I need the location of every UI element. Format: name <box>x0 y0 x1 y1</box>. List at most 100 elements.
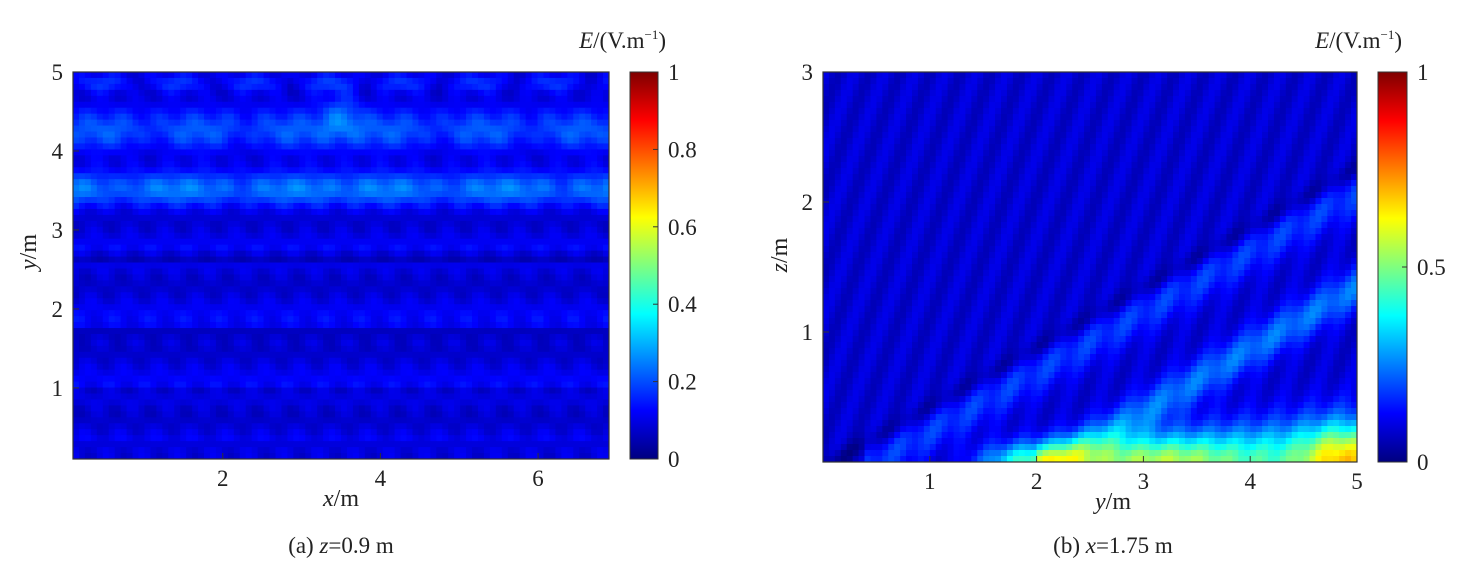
heat-cell <box>233 167 241 174</box>
heat-cell <box>281 274 288 281</box>
heat-cell <box>275 155 283 162</box>
heat-cell <box>209 197 217 204</box>
heat-cell <box>251 95 259 103</box>
heat-cell <box>412 298 420 305</box>
heat-cell <box>293 113 300 121</box>
heat-cell <box>358 369 366 377</box>
heat-cell <box>180 238 187 246</box>
heat-cell <box>382 226 390 234</box>
heat-cell <box>102 381 110 389</box>
heat-cell <box>90 339 98 347</box>
heat-cell <box>466 387 473 395</box>
heat-cell <box>323 167 330 174</box>
heat-cell <box>132 77 140 85</box>
heat-cell <box>460 310 467 317</box>
heat-cell <box>543 292 551 299</box>
heat-cell <box>84 304 92 311</box>
heat-cell <box>549 351 556 359</box>
heat-cell <box>597 357 604 365</box>
heat-cell <box>150 256 157 264</box>
heat-cell <box>90 107 98 115</box>
heat-cell <box>192 220 199 228</box>
heat-cell <box>591 357 598 365</box>
heat-cell <box>144 339 152 347</box>
heat-cell <box>525 119 533 127</box>
heat-cell <box>198 286 205 293</box>
heat-cell <box>525 185 533 192</box>
heat-cell <box>198 137 205 145</box>
heat-cell <box>436 220 443 228</box>
heat-cell <box>352 393 360 401</box>
heat-cell <box>477 333 485 341</box>
heat-cell <box>209 101 217 109</box>
heat-cell <box>418 339 425 347</box>
heat-cell <box>114 375 122 383</box>
heat-cell <box>579 155 586 162</box>
heat-cell <box>352 292 360 299</box>
heat-cell <box>394 244 402 252</box>
heat-cell <box>186 322 193 329</box>
heat-cell <box>317 119 324 127</box>
heat-cell <box>352 244 360 252</box>
heat-cell <box>507 107 515 115</box>
heat-cell <box>555 226 562 234</box>
heat-cell <box>227 322 235 329</box>
heat-cell <box>168 125 175 133</box>
heat-cell <box>400 339 408 347</box>
heat-cell <box>531 286 539 293</box>
heat-cell <box>454 72 461 79</box>
heat-cell <box>239 280 247 287</box>
heat-cell <box>489 197 497 204</box>
heat-cell <box>108 173 116 180</box>
heat-cell <box>73 95 80 103</box>
heat-cell <box>436 328 443 335</box>
heat-cell <box>412 89 420 97</box>
heat-cell <box>305 274 312 281</box>
heat-cell <box>501 274 509 281</box>
heat-cell <box>591 220 598 228</box>
heat-cell <box>305 316 312 323</box>
heat-cell <box>442 113 449 121</box>
heat-cell <box>329 339 336 347</box>
heat-cell <box>358 238 366 246</box>
heat-cell <box>144 328 152 335</box>
heat-cell <box>495 226 503 234</box>
heat-cell <box>394 149 402 156</box>
heat-cell <box>227 208 235 216</box>
heat-cell <box>156 113 163 121</box>
heat-cell <box>346 369 354 377</box>
heat-cell <box>454 280 461 287</box>
heat-cell <box>245 369 253 377</box>
heat-cell <box>352 137 360 145</box>
heat-cell <box>108 101 116 109</box>
heat-cell <box>352 280 360 287</box>
heat-cell <box>507 280 515 287</box>
heat-cell <box>436 125 443 133</box>
heat-cell <box>323 95 330 103</box>
heat-cell <box>245 143 253 150</box>
heat-cell <box>90 149 98 156</box>
heat-cell <box>150 149 157 156</box>
heat-cell <box>287 113 294 121</box>
heat-cell <box>555 131 562 139</box>
heat-cell <box>78 214 86 222</box>
heat-cell <box>102 83 110 91</box>
heat-cell <box>585 244 592 252</box>
heat-cell <box>305 155 312 162</box>
heat-cell <box>591 167 598 174</box>
heat-cell <box>221 149 229 156</box>
heat-cell <box>519 137 527 145</box>
heat-cell <box>96 256 104 264</box>
heat-cell <box>382 214 390 222</box>
heat-cell <box>281 173 288 180</box>
heat-cell <box>132 363 140 371</box>
heat-cell <box>400 381 408 389</box>
heat-cell <box>460 191 467 198</box>
heat-cell <box>388 143 396 150</box>
heat-cell <box>114 125 122 133</box>
heat-cell <box>132 179 140 186</box>
heat-cell <box>579 351 586 359</box>
heat-cell <box>186 333 193 341</box>
heat-cell <box>466 298 473 305</box>
heat-cell <box>73 280 80 287</box>
